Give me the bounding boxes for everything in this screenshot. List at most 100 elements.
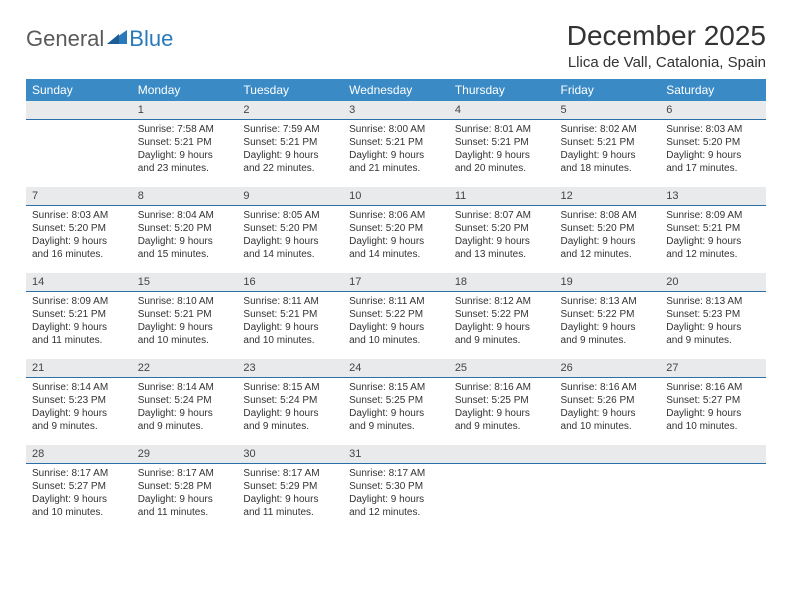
dow-row: Sunday Monday Tuesday Wednesday Thursday… bbox=[26, 79, 766, 101]
day-number: 4 bbox=[449, 101, 555, 120]
day-body: Sunrise: 8:03 AM Sunset: 5:20 PM Dayligh… bbox=[660, 120, 766, 179]
day-number: 26 bbox=[555, 359, 661, 378]
dow-thursday: Thursday bbox=[449, 79, 555, 101]
day-body bbox=[449, 464, 555, 471]
day-cell: 31Sunrise: 8:17 AM Sunset: 5:30 PM Dayli… bbox=[343, 445, 449, 531]
day-number: 21 bbox=[26, 359, 132, 378]
day-number: 18 bbox=[449, 273, 555, 292]
day-cell: 25Sunrise: 8:16 AM Sunset: 5:25 PM Dayli… bbox=[449, 359, 555, 445]
day-body: Sunrise: 8:17 AM Sunset: 5:28 PM Dayligh… bbox=[132, 464, 238, 523]
day-cell: 4Sunrise: 8:01 AM Sunset: 5:21 PM Daylig… bbox=[449, 101, 555, 187]
day-body: Sunrise: 8:12 AM Sunset: 5:22 PM Dayligh… bbox=[449, 292, 555, 351]
day-number: 7 bbox=[26, 187, 132, 206]
day-cell: 24Sunrise: 8:15 AM Sunset: 5:25 PM Dayli… bbox=[343, 359, 449, 445]
page-title: December 2025 bbox=[567, 20, 766, 52]
day-cell: 21Sunrise: 8:14 AM Sunset: 5:23 PM Dayli… bbox=[26, 359, 132, 445]
header: General Blue December 2025 Llica de Vall… bbox=[26, 20, 766, 71]
day-body: Sunrise: 8:16 AM Sunset: 5:26 PM Dayligh… bbox=[555, 378, 661, 437]
day-cell: 5Sunrise: 8:02 AM Sunset: 5:21 PM Daylig… bbox=[555, 101, 661, 187]
day-body: Sunrise: 8:05 AM Sunset: 5:20 PM Dayligh… bbox=[237, 206, 343, 265]
day-cell bbox=[449, 445, 555, 531]
day-number: 17 bbox=[343, 273, 449, 292]
day-body: Sunrise: 8:15 AM Sunset: 5:24 PM Dayligh… bbox=[237, 378, 343, 437]
day-body: Sunrise: 8:15 AM Sunset: 5:25 PM Dayligh… bbox=[343, 378, 449, 437]
day-number bbox=[555, 445, 661, 464]
day-number: 5 bbox=[555, 101, 661, 120]
day-cell: 20Sunrise: 8:13 AM Sunset: 5:23 PM Dayli… bbox=[660, 273, 766, 359]
dow-tuesday: Tuesday bbox=[237, 79, 343, 101]
day-cell: 12Sunrise: 8:08 AM Sunset: 5:20 PM Dayli… bbox=[555, 187, 661, 273]
day-cell: 22Sunrise: 8:14 AM Sunset: 5:24 PM Dayli… bbox=[132, 359, 238, 445]
day-body: Sunrise: 7:58 AM Sunset: 5:21 PM Dayligh… bbox=[132, 120, 238, 179]
day-number: 27 bbox=[660, 359, 766, 378]
day-body bbox=[26, 120, 132, 127]
day-body: Sunrise: 8:17 AM Sunset: 5:30 PM Dayligh… bbox=[343, 464, 449, 523]
day-cell: 7Sunrise: 8:03 AM Sunset: 5:20 PM Daylig… bbox=[26, 187, 132, 273]
day-cell: 2Sunrise: 7:59 AM Sunset: 5:21 PM Daylig… bbox=[237, 101, 343, 187]
day-number: 30 bbox=[237, 445, 343, 464]
day-number: 13 bbox=[660, 187, 766, 206]
day-cell: 10Sunrise: 8:06 AM Sunset: 5:20 PM Dayli… bbox=[343, 187, 449, 273]
day-number bbox=[660, 445, 766, 464]
day-number: 9 bbox=[237, 187, 343, 206]
logo: General Blue bbox=[26, 26, 173, 52]
day-cell: 30Sunrise: 8:17 AM Sunset: 5:29 PM Dayli… bbox=[237, 445, 343, 531]
day-body: Sunrise: 8:11 AM Sunset: 5:22 PM Dayligh… bbox=[343, 292, 449, 351]
day-body: Sunrise: 8:02 AM Sunset: 5:21 PM Dayligh… bbox=[555, 120, 661, 179]
day-number: 2 bbox=[237, 101, 343, 120]
day-number: 29 bbox=[132, 445, 238, 464]
day-body: Sunrise: 8:09 AM Sunset: 5:21 PM Dayligh… bbox=[26, 292, 132, 351]
day-cell: 19Sunrise: 8:13 AM Sunset: 5:22 PM Dayli… bbox=[555, 273, 661, 359]
day-number: 10 bbox=[343, 187, 449, 206]
day-body bbox=[660, 464, 766, 471]
day-number: 25 bbox=[449, 359, 555, 378]
day-cell: 18Sunrise: 8:12 AM Sunset: 5:22 PM Dayli… bbox=[449, 273, 555, 359]
day-cell: 26Sunrise: 8:16 AM Sunset: 5:26 PM Dayli… bbox=[555, 359, 661, 445]
day-body: Sunrise: 8:09 AM Sunset: 5:21 PM Dayligh… bbox=[660, 206, 766, 265]
day-cell: 9Sunrise: 8:05 AM Sunset: 5:20 PM Daylig… bbox=[237, 187, 343, 273]
day-number bbox=[449, 445, 555, 464]
day-number: 22 bbox=[132, 359, 238, 378]
calendar-table: Sunday Monday Tuesday Wednesday Thursday… bbox=[26, 79, 766, 531]
day-cell: 8Sunrise: 8:04 AM Sunset: 5:20 PM Daylig… bbox=[132, 187, 238, 273]
day-number: 19 bbox=[555, 273, 661, 292]
day-cell: 13Sunrise: 8:09 AM Sunset: 5:21 PM Dayli… bbox=[660, 187, 766, 273]
title-block: December 2025 Llica de Vall, Catalonia, … bbox=[567, 20, 766, 71]
day-body: Sunrise: 7:59 AM Sunset: 5:21 PM Dayligh… bbox=[237, 120, 343, 179]
day-number: 11 bbox=[449, 187, 555, 206]
day-cell: 23Sunrise: 8:15 AM Sunset: 5:24 PM Dayli… bbox=[237, 359, 343, 445]
day-number: 1 bbox=[132, 101, 238, 120]
day-cell bbox=[555, 445, 661, 531]
page: General Blue December 2025 Llica de Vall… bbox=[0, 0, 792, 551]
day-body: Sunrise: 8:14 AM Sunset: 5:23 PM Dayligh… bbox=[26, 378, 132, 437]
logo-text-blue: Blue bbox=[129, 26, 173, 52]
day-body: Sunrise: 8:17 AM Sunset: 5:29 PM Dayligh… bbox=[237, 464, 343, 523]
day-cell: 11Sunrise: 8:07 AM Sunset: 5:20 PM Dayli… bbox=[449, 187, 555, 273]
week-row: 1Sunrise: 7:58 AM Sunset: 5:21 PM Daylig… bbox=[26, 101, 766, 187]
day-body: Sunrise: 8:10 AM Sunset: 5:21 PM Dayligh… bbox=[132, 292, 238, 351]
day-number: 23 bbox=[237, 359, 343, 378]
day-body: Sunrise: 8:07 AM Sunset: 5:20 PM Dayligh… bbox=[449, 206, 555, 265]
day-body: Sunrise: 8:13 AM Sunset: 5:22 PM Dayligh… bbox=[555, 292, 661, 351]
location-subtitle: Llica de Vall, Catalonia, Spain bbox=[567, 54, 766, 71]
week-row: 28Sunrise: 8:17 AM Sunset: 5:27 PM Dayli… bbox=[26, 445, 766, 531]
day-body: Sunrise: 8:11 AM Sunset: 5:21 PM Dayligh… bbox=[237, 292, 343, 351]
day-number: 14 bbox=[26, 273, 132, 292]
week-row: 14Sunrise: 8:09 AM Sunset: 5:21 PM Dayli… bbox=[26, 273, 766, 359]
day-number: 31 bbox=[343, 445, 449, 464]
day-number: 24 bbox=[343, 359, 449, 378]
logo-text-general: General bbox=[26, 26, 104, 52]
week-row: 21Sunrise: 8:14 AM Sunset: 5:23 PM Dayli… bbox=[26, 359, 766, 445]
week-row: 7Sunrise: 8:03 AM Sunset: 5:20 PM Daylig… bbox=[26, 187, 766, 273]
day-number bbox=[26, 101, 132, 120]
day-cell: 27Sunrise: 8:16 AM Sunset: 5:27 PM Dayli… bbox=[660, 359, 766, 445]
logo-triangle-icon bbox=[107, 28, 127, 49]
day-number: 20 bbox=[660, 273, 766, 292]
day-body: Sunrise: 8:01 AM Sunset: 5:21 PM Dayligh… bbox=[449, 120, 555, 179]
day-cell: 6Sunrise: 8:03 AM Sunset: 5:20 PM Daylig… bbox=[660, 101, 766, 187]
day-body: Sunrise: 8:14 AM Sunset: 5:24 PM Dayligh… bbox=[132, 378, 238, 437]
day-number: 3 bbox=[343, 101, 449, 120]
day-number: 8 bbox=[132, 187, 238, 206]
day-cell bbox=[26, 101, 132, 187]
day-number: 15 bbox=[132, 273, 238, 292]
